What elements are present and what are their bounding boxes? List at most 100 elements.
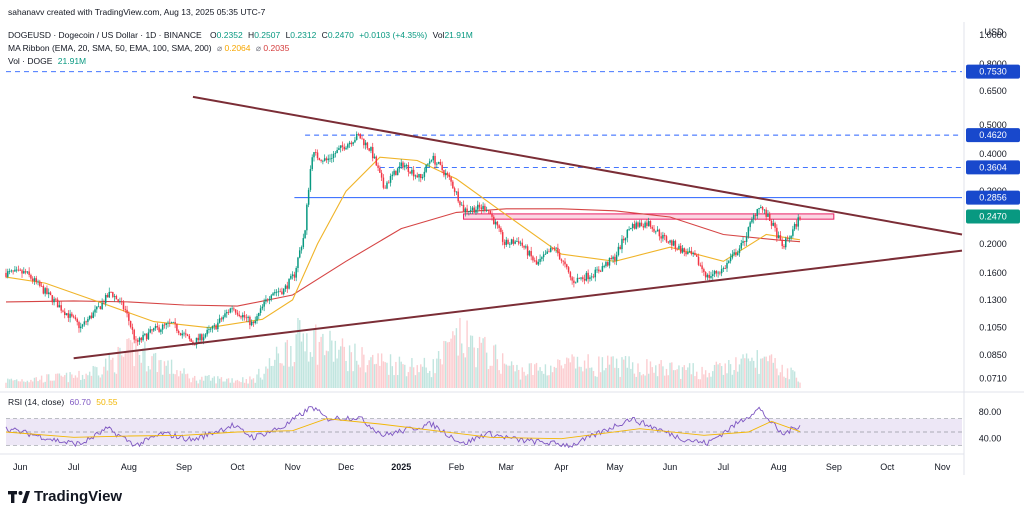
candle-body — [701, 265, 703, 270]
volume-bar — [393, 375, 395, 388]
candle-body — [656, 229, 659, 232]
volume-bar — [731, 374, 734, 388]
volume-bar — [792, 370, 794, 388]
candle-body — [122, 301, 125, 310]
volume-bar — [694, 376, 696, 388]
volume-bar — [582, 371, 584, 388]
volume-bar — [195, 380, 198, 388]
candle-body — [500, 228, 502, 233]
currency-label[interactable]: USD — [984, 27, 1004, 37]
volume-bar — [179, 370, 182, 388]
price-tick-label: 0.0710 — [979, 374, 1007, 384]
candle-body — [469, 210, 472, 212]
candle-body — [243, 315, 246, 318]
volume-bar — [466, 320, 468, 388]
time-tick-label: 2025 — [391, 462, 411, 472]
volume-bar — [313, 328, 315, 388]
candle-body — [765, 209, 767, 217]
candle-body — [444, 172, 447, 176]
candle-body — [772, 222, 775, 226]
candle-body — [430, 160, 433, 162]
volume-bar — [97, 375, 100, 388]
volume-bar — [576, 356, 579, 388]
candle-body — [443, 170, 445, 176]
candle-body — [685, 252, 687, 255]
volume-bar — [236, 379, 239, 388]
volume-bar — [765, 356, 767, 388]
volume-bar — [729, 364, 732, 388]
candle-body — [409, 171, 411, 174]
candle-body — [706, 274, 709, 278]
trendline-upper[interactable] — [192, 95, 963, 236]
candle-body — [669, 240, 671, 243]
volume-bar — [669, 362, 671, 388]
volume-legend[interactable]: Vol · DOGE 21.91M — [8, 56, 86, 66]
candle-body — [126, 309, 128, 314]
candle-body — [555, 247, 557, 249]
candle-body — [736, 253, 739, 256]
volume-bar — [656, 376, 659, 388]
time-tick-label: May — [606, 462, 624, 472]
candle-body — [710, 276, 712, 278]
candle-body — [599, 271, 602, 273]
ma-ribbon-legend[interactable]: MA Ribbon (EMA, 20, SMA, 50, EMA, 100, S… — [8, 43, 289, 54]
candle-body — [229, 308, 232, 313]
candle-body — [185, 333, 187, 335]
volume-bar — [256, 374, 258, 388]
trendline-lower[interactable] — [73, 249, 963, 360]
candle-body — [478, 204, 481, 208]
volume-bar — [49, 380, 52, 388]
volume-bar — [101, 374, 103, 388]
volume-bar — [234, 380, 237, 388]
volume-bar — [238, 381, 240, 388]
candle-body — [177, 330, 180, 333]
candle-body — [252, 321, 255, 324]
candle-body — [69, 313, 71, 318]
rsi-legend[interactable]: RSI (14, close) 60.70 50.55 — [8, 397, 118, 407]
candle-body — [434, 155, 436, 165]
candle-body — [169, 322, 171, 324]
candle-body — [526, 246, 529, 256]
volume-bar — [350, 352, 353, 388]
volume-bar — [663, 375, 666, 388]
candle-body — [256, 316, 258, 321]
candle-body — [377, 165, 379, 168]
volume-bar — [181, 373, 183, 388]
candle-body — [270, 295, 273, 299]
candle-body — [154, 326, 157, 329]
candle-body — [101, 302, 103, 310]
volume-bar — [32, 381, 34, 388]
candle-body — [777, 235, 780, 239]
volume-bar — [258, 368, 260, 388]
volume-bar — [753, 360, 755, 388]
candle-body — [258, 312, 260, 317]
time-tick-label: Mar — [499, 462, 515, 472]
volume-bar — [286, 339, 288, 388]
candle-body — [740, 242, 742, 249]
candle-body — [510, 239, 513, 244]
candle-body — [76, 319, 78, 323]
volume-bar — [65, 372, 68, 388]
candle-body — [428, 161, 431, 164]
volume-bar — [420, 364, 422, 388]
candle-body — [690, 250, 693, 255]
time-tick-label: Jun — [13, 462, 28, 472]
volume-bar — [607, 355, 609, 388]
volume-bar — [176, 370, 178, 388]
symbol-legend[interactable]: DOGEUSD · Dogecoin / US Dollar · 1D · BI… — [8, 30, 473, 40]
candle-body — [263, 301, 265, 307]
candle-body — [797, 217, 799, 227]
volume-bar — [247, 383, 249, 388]
volume-bar — [71, 374, 73, 388]
candle-body — [713, 270, 716, 275]
candle-body — [302, 238, 305, 248]
volume-bar — [368, 360, 370, 388]
volume-bar — [754, 367, 757, 388]
candle-body — [749, 222, 751, 228]
volume-bar — [523, 371, 525, 388]
volume-bar — [696, 371, 698, 388]
candle-body — [87, 319, 89, 322]
tradingview-logo[interactable]: TradingView — [8, 488, 122, 505]
candle-body — [446, 172, 449, 175]
